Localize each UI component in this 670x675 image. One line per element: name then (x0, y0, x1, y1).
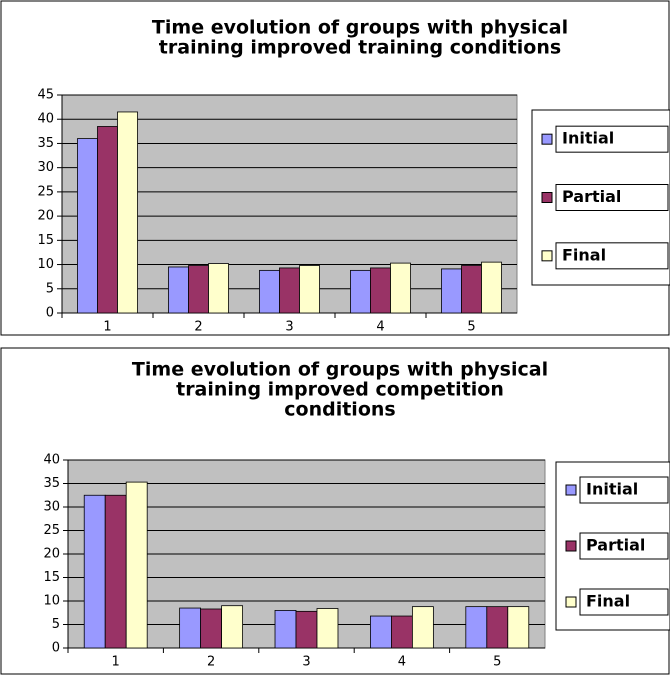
legend-swatch (565, 484, 577, 496)
chart-title: Time evolution of groups with physical (152, 17, 568, 39)
legend-label: Initial (586, 480, 638, 499)
bar (77, 138, 98, 314)
legend-swatch (541, 133, 553, 145)
y-tick-label: 30 (43, 500, 60, 515)
bar (200, 608, 222, 649)
x-tick-label: 2 (207, 655, 215, 670)
bar (350, 269, 371, 314)
bar (179, 607, 202, 649)
bar (279, 267, 300, 314)
y-tick-label: 35 (37, 136, 54, 151)
y-tick-label: 15 (37, 233, 54, 248)
x-tick-label: 1 (112, 655, 120, 670)
bar (221, 605, 243, 649)
legend-swatch (565, 540, 577, 552)
legend-swatch (541, 192, 553, 203)
y-tick-label: 45 (37, 88, 54, 103)
legend-label: Partial (562, 187, 621, 206)
x-tick-label: 5 (467, 320, 475, 335)
bar (299, 265, 320, 314)
bar (259, 269, 280, 314)
bar (481, 261, 502, 314)
bar (391, 615, 413, 649)
y-tick-label: 20 (37, 209, 54, 224)
bar (465, 606, 488, 649)
bar (125, 481, 148, 649)
x-tick-label: 4 (398, 655, 406, 670)
y-tick-label: 5 (52, 617, 60, 632)
bar (188, 265, 209, 314)
legend-label: Partial (586, 536, 645, 555)
y-tick-label: 10 (37, 257, 54, 272)
chart-title: conditions (284, 399, 395, 421)
legend-label-box (555, 125, 669, 153)
bar (441, 268, 462, 314)
legend-label-box (555, 242, 669, 270)
bar (104, 494, 127, 649)
y-tick-label: 10 (43, 594, 60, 609)
bar (411, 606, 434, 649)
x-tick-label: 5 (493, 655, 501, 670)
y-tick-label: 25 (43, 523, 60, 538)
bar (117, 111, 138, 314)
bar (461, 265, 482, 314)
y-tick-label: 35 (43, 476, 60, 491)
bar (83, 494, 106, 649)
bar (208, 263, 229, 314)
legend-label: Initial (562, 129, 614, 148)
bar (507, 606, 530, 649)
x-tick-label: 4 (376, 320, 384, 335)
x-tick-label: 1 (103, 320, 111, 335)
bar (486, 606, 509, 649)
y-tick-label: 25 (37, 184, 54, 199)
x-tick-label: 2 (194, 320, 202, 335)
y-tick-label: 40 (37, 112, 54, 127)
legend-label-box (579, 588, 669, 616)
y-tick-label: 5 (46, 281, 54, 296)
y-tick-label: 40 (43, 453, 60, 468)
legend-swatch (565, 596, 577, 608)
bar (274, 610, 297, 649)
bar (295, 610, 318, 649)
y-tick-label: 15 (43, 570, 60, 585)
bar (316, 608, 339, 649)
y-tick-label: 30 (37, 160, 54, 175)
y-tick-label: 0 (46, 306, 54, 321)
y-tick-label: 0 (52, 641, 60, 656)
y-tick-label: 20 (43, 547, 60, 562)
legend-label: Final (586, 592, 630, 611)
bar (370, 615, 392, 649)
chart-title: training improved competition (176, 379, 504, 401)
x-tick-label: 3 (285, 320, 293, 335)
legend-label-box (555, 184, 669, 211)
legend-label-box (579, 476, 669, 504)
legend-label: Final (562, 245, 606, 264)
legend-label-box (579, 532, 669, 560)
chart-title: Time evolution of groups with physical (132, 359, 548, 381)
chart-title: training improved training conditions (159, 37, 561, 59)
x-tick-label: 3 (302, 655, 310, 670)
bar (97, 126, 118, 314)
bar (390, 262, 411, 314)
bar (370, 267, 391, 314)
bar (168, 266, 189, 314)
legend-swatch (541, 250, 553, 262)
